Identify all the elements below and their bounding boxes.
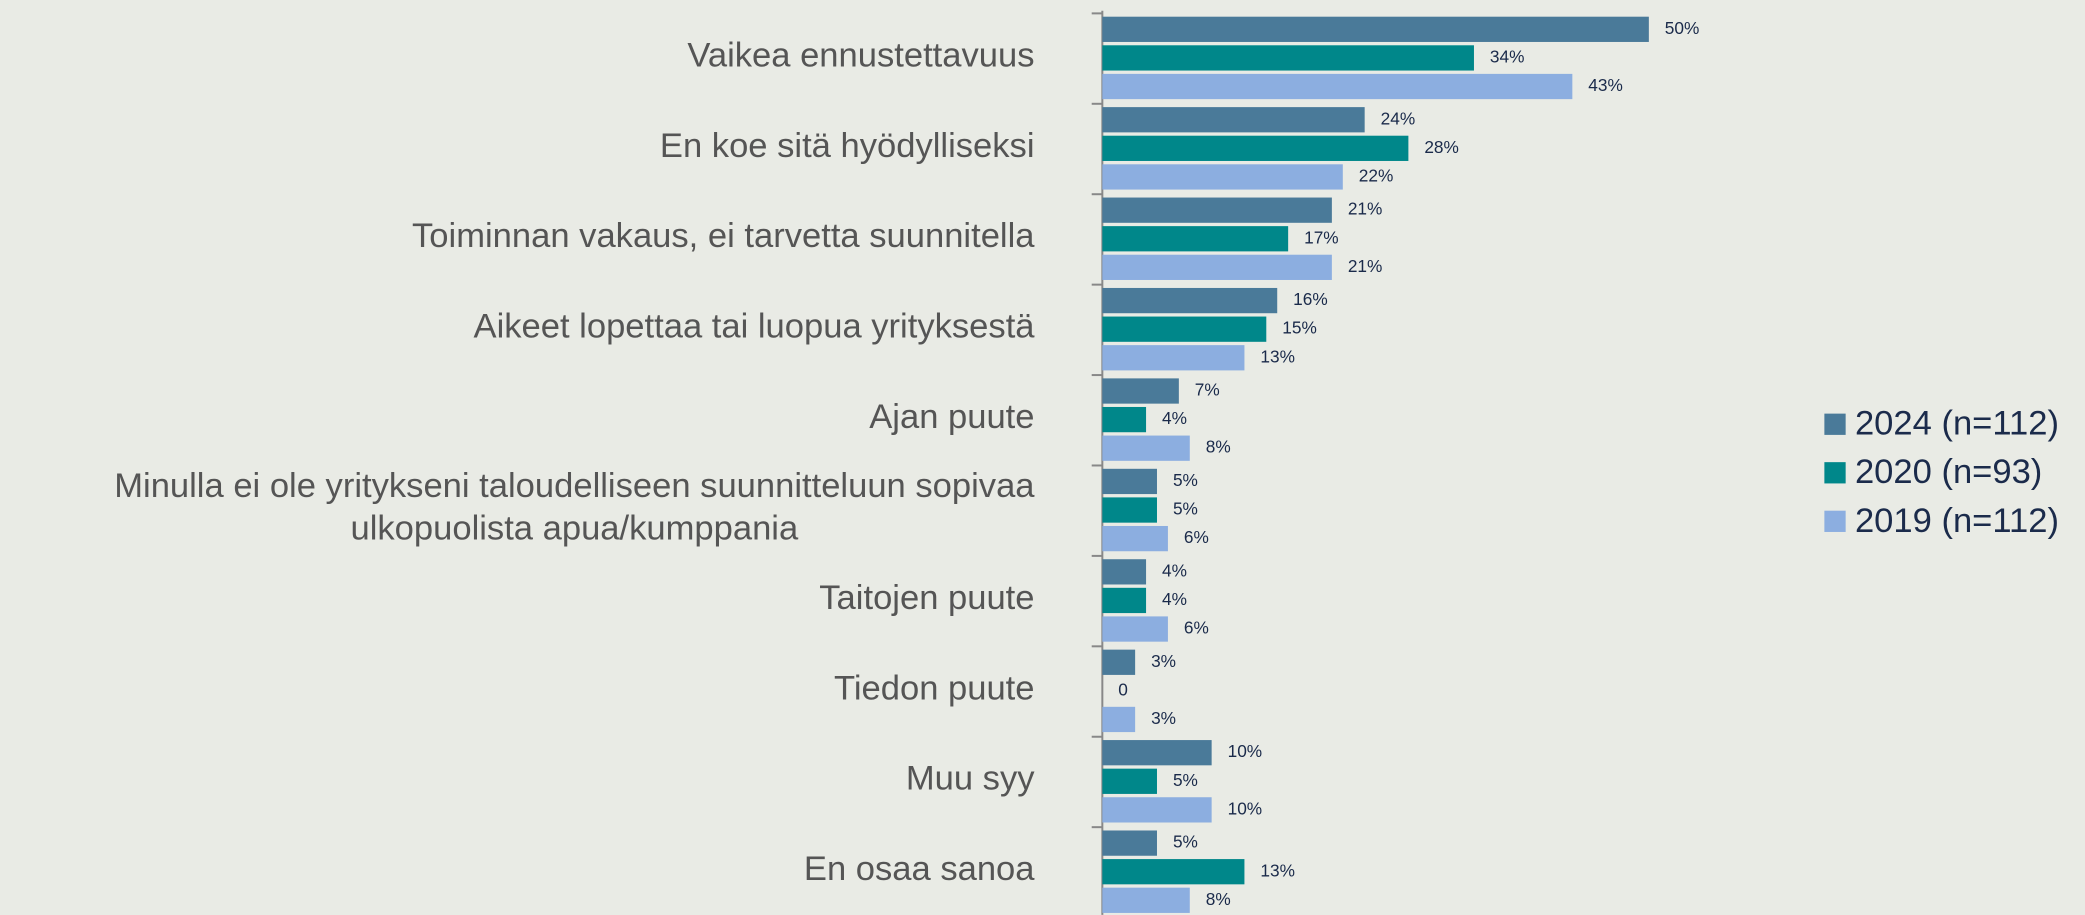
data-label: 6% [1184, 527, 1209, 547]
bar [1102, 226, 1289, 252]
bar [1102, 107, 1365, 133]
category-label: Taitojen puute [819, 579, 1034, 617]
data-label: 34% [1490, 46, 1525, 66]
bar [1102, 525, 1168, 552]
legend-label: 2024 (n=112) [1855, 405, 2059, 443]
data-label: 50% [1665, 18, 1700, 38]
data-label: 0 [1118, 679, 1128, 699]
data-label: 24% [1381, 108, 1416, 128]
category-label: Aikeet lopettaa tai luopua yrityksestä [474, 308, 1036, 346]
category-label: Tiedon puute [834, 669, 1035, 707]
bar [1102, 887, 1190, 913]
data-label: 43% [1588, 75, 1623, 95]
bar [1102, 164, 1343, 190]
category-label: Vaikea ennustettavuus [687, 36, 1034, 74]
bar [1102, 468, 1157, 495]
data-label: 3% [1151, 651, 1176, 671]
bar [1102, 649, 1136, 675]
bar [1102, 378, 1179, 404]
data-label: 13% [1260, 346, 1295, 366]
bar [1102, 497, 1157, 523]
data-label: 16% [1293, 289, 1328, 309]
bar [1102, 706, 1136, 733]
bar [1102, 797, 1212, 823]
bar [1102, 830, 1157, 856]
bar [1102, 135, 1409, 161]
bar [1102, 345, 1245, 371]
data-label: 22% [1359, 165, 1394, 185]
data-label: 5% [1173, 770, 1198, 790]
bar [1102, 587, 1147, 614]
data-label: 4% [1162, 560, 1187, 580]
bar [1102, 435, 1190, 461]
data-label: 21% [1348, 199, 1383, 219]
bar [1102, 45, 1474, 71]
data-label: 5% [1173, 832, 1198, 852]
bar [1102, 616, 1168, 642]
legend-label: 2019 (n=112) [1855, 502, 2059, 540]
bar [1102, 73, 1573, 100]
legend-swatch [1824, 413, 1846, 435]
bar [1102, 316, 1267, 342]
category-label: En osaa sanoa [804, 850, 1035, 888]
data-label: 4% [1162, 408, 1187, 428]
data-label: 21% [1348, 256, 1383, 276]
data-label: 28% [1424, 137, 1459, 157]
legend-label: 2020 (n=93) [1855, 453, 2042, 491]
data-label: 3% [1151, 708, 1176, 728]
category-label: Muu syy [906, 760, 1035, 798]
data-label: 10% [1228, 798, 1263, 818]
bar [1102, 287, 1278, 314]
bar [1102, 740, 1212, 766]
data-label: 17% [1304, 227, 1339, 247]
data-label: 5% [1173, 499, 1198, 519]
data-label: 8% [1206, 437, 1231, 457]
category-label: Toiminnan vakaus, ei tarvetta suunnitell… [412, 217, 1035, 255]
data-label: 8% [1206, 889, 1231, 909]
bar [1102, 254, 1332, 280]
data-label: 7% [1195, 380, 1220, 400]
legend-swatch [1824, 462, 1846, 484]
bar [1102, 768, 1157, 794]
data-label: 6% [1184, 618, 1209, 638]
bar [1102, 197, 1332, 223]
legend-swatch [1824, 510, 1846, 532]
bar [1102, 16, 1649, 42]
bar [1102, 406, 1147, 433]
data-label: 5% [1173, 470, 1198, 490]
category-label: Ajan puute [869, 398, 1034, 436]
data-label: 15% [1282, 318, 1317, 338]
category-label: Minulla ei ole yritykseni taloudelliseen… [114, 467, 1035, 548]
bar [1102, 559, 1147, 585]
data-label: 4% [1162, 589, 1187, 609]
bar [1102, 859, 1245, 885]
category-label: En koe sitä hyödylliseksi [660, 127, 1035, 165]
data-label: 13% [1260, 860, 1295, 880]
data-label: 10% [1228, 741, 1263, 761]
